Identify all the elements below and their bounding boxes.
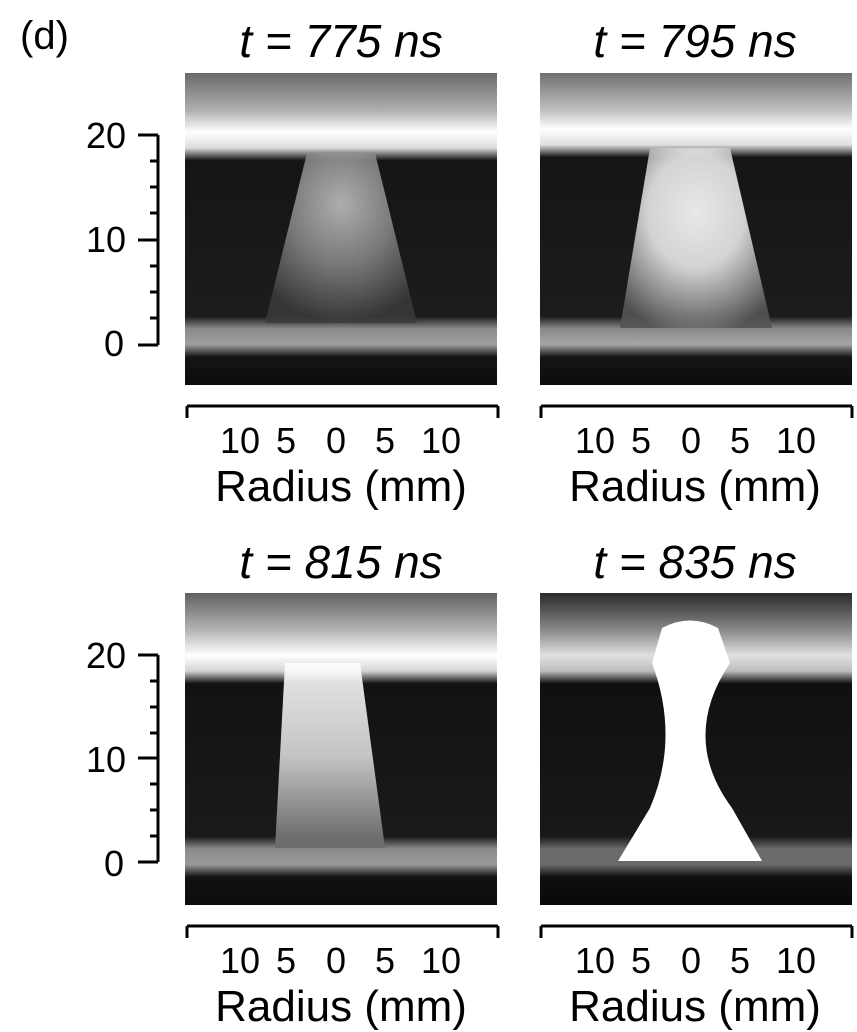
x-tick: 5 <box>276 420 297 461</box>
y-tick-0-top: 0 <box>104 323 125 364</box>
x-tick: 0 <box>681 420 702 461</box>
plasma-image-775 <box>185 73 497 385</box>
x-axis-label: Radius (mm) <box>569 982 821 1031</box>
x-tick: 5 <box>631 940 652 981</box>
x-tick: 10 <box>220 420 261 461</box>
x-tick: 5 <box>730 940 751 981</box>
x-axis-label: Radius (mm) <box>215 462 467 511</box>
x-tick: 10 <box>421 420 462 461</box>
y-tick-20-top: 20 <box>86 115 127 156</box>
frame-title-815: t = 815 ns <box>239 536 443 588</box>
x-tick: 0 <box>326 420 347 461</box>
x-axis-label: Radius (mm) <box>215 982 467 1031</box>
y-tick-20-bottom: 20 <box>86 635 127 676</box>
frame-title-835: t = 835 ns <box>593 536 797 588</box>
plasma-image-815 <box>185 593 497 905</box>
x-tick: 10 <box>575 940 616 981</box>
x-tick: 5 <box>375 420 396 461</box>
x-axis-label: Radius (mm) <box>569 462 821 511</box>
y-tick-10-bottom: 10 <box>86 739 127 780</box>
x-tick: 5 <box>276 940 297 981</box>
plasma-image-835 <box>540 593 852 905</box>
x-tick: 10 <box>575 420 616 461</box>
x-tick: 0 <box>326 940 347 981</box>
x-tick: 10 <box>220 940 261 981</box>
x-tick: 0 <box>681 940 702 981</box>
y-tick-10-top: 10 <box>86 219 127 260</box>
frame-title-795: t = 795 ns <box>593 15 797 67</box>
x-tick: 10 <box>421 940 462 981</box>
x-tick: 5 <box>730 420 751 461</box>
x-tick: 5 <box>375 940 396 981</box>
panel-label: (d) <box>20 14 69 58</box>
frame-title-775: t = 775 ns <box>239 15 443 67</box>
x-tick: 10 <box>776 940 817 981</box>
x-tick: 5 <box>631 420 652 461</box>
y-tick-0-bottom: 0 <box>104 843 125 884</box>
x-tick: 10 <box>776 420 817 461</box>
plasma-image-795 <box>540 73 852 385</box>
